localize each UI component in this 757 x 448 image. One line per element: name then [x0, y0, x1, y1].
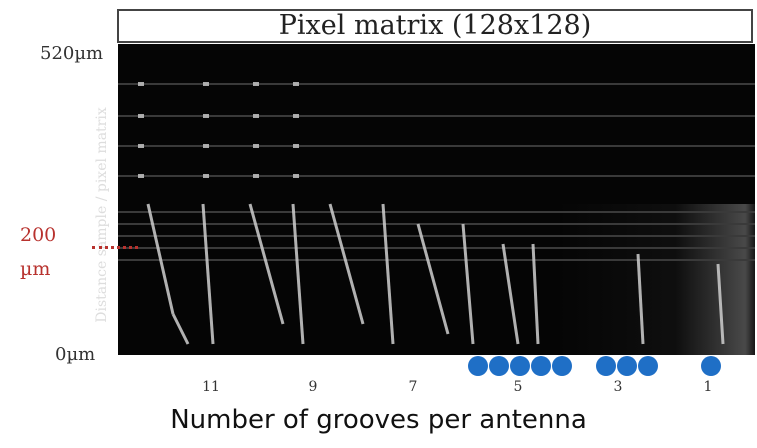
- marker-dotted-line: [92, 246, 138, 249]
- x-tick: 7: [408, 379, 418, 395]
- y-top-label: 520µm: [40, 43, 104, 64]
- y-axis-label: Distance sample / pixel matrix: [94, 107, 110, 323]
- groove-dot: [617, 356, 637, 376]
- x-tick: 5: [513, 379, 523, 395]
- x-tick: 11: [202, 379, 220, 395]
- figure-title: Pixel matrix (128x128): [117, 9, 753, 43]
- y-bottom-label: 0µm: [55, 344, 96, 365]
- groove-dot: [531, 356, 551, 376]
- marker-unit-label: µm: [20, 258, 51, 280]
- groove-dot: [701, 356, 721, 376]
- groove-dot: [468, 356, 488, 376]
- groove-dot: [638, 356, 658, 376]
- groove-dot: [596, 356, 616, 376]
- marker-value-label: 200: [20, 224, 57, 246]
- x-tick: 3: [613, 379, 623, 395]
- figure-caption: Number of grooves per antenna: [170, 405, 587, 435]
- x-tick: 1: [703, 379, 713, 395]
- groove-dot: [489, 356, 509, 376]
- groove-dot: [552, 356, 572, 376]
- x-tick: 9: [308, 379, 318, 395]
- groove-dot: [510, 356, 530, 376]
- pixel-matrix-image: [118, 44, 755, 355]
